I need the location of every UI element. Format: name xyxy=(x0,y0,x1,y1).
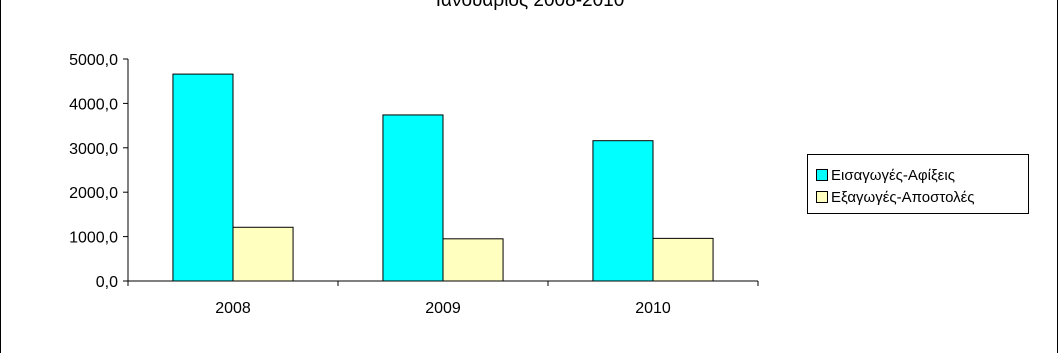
x-tick-label: 2010 xyxy=(635,300,671,317)
y-tick-label: 5000,0 xyxy=(69,52,118,69)
legend-label-exports: Εξαγωγές-Αποστολές xyxy=(831,188,975,206)
y-tick-label: 3000,0 xyxy=(69,141,118,158)
x-tick-label: 2008 xyxy=(215,300,251,317)
chart-legend: Εισαγωγές-Αφίξεις Εξαγωγές-Αποστολές xyxy=(807,154,1029,214)
y-tick-label: 2000,0 xyxy=(69,185,118,202)
bar-2009-series-2 xyxy=(442,238,504,282)
legend-swatch-imports xyxy=(816,169,828,181)
y-tick-label: 4000,0 xyxy=(69,96,118,113)
bar-2008-series-1 xyxy=(172,73,234,282)
bar-2010-series-2 xyxy=(652,237,714,282)
legend-label-imports: Εισαγωγές-Αφίξεις xyxy=(831,166,955,184)
legend-swatch-exports xyxy=(816,191,828,203)
y-tick-label: 0,0 xyxy=(96,274,118,291)
chart-title: Ιανουάριος 2008-2010 xyxy=(435,0,625,11)
x-tick-label: 2009 xyxy=(425,300,461,317)
bar-2010-series-1 xyxy=(592,140,654,282)
bar-2009-series-1 xyxy=(382,114,444,282)
y-tick-label: 1000,0 xyxy=(69,230,118,247)
legend-item-imports: Εισαγωγές-Αφίξεις xyxy=(816,165,955,185)
legend-item-exports: Εξαγωγές-Αποστολές xyxy=(816,187,975,207)
bar-2008-series-2 xyxy=(232,226,294,282)
